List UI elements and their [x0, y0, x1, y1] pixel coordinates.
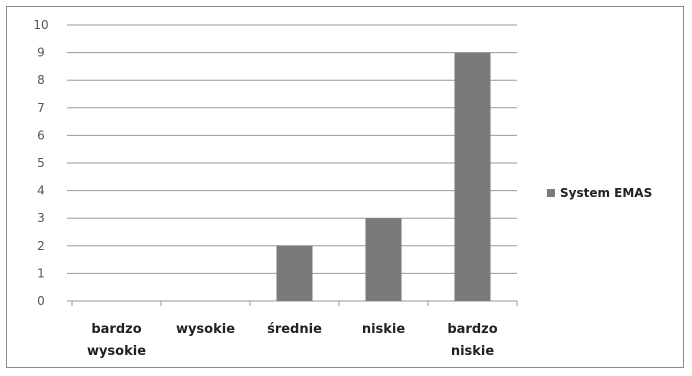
x-category-label-line: bardzo [91, 322, 141, 337]
x-category-label-line: niskie [362, 322, 406, 337]
x-category-label: bardzo niskie [447, 322, 497, 359]
y-tick-label: 5 [37, 156, 45, 170]
y-tick-label: 2 [37, 239, 45, 253]
y-axis-ticks: 0 1 2 3 4 5 6 7 8 9 10 [33, 18, 72, 308]
y-tick-label: 4 [37, 184, 45, 198]
x-category-label-line: wysokie [176, 322, 235, 337]
y-tick-label: 9 [37, 46, 45, 60]
x-category-label-line: średnie [267, 322, 322, 337]
legend-label: System EMAS [560, 186, 652, 200]
y-tick-label: 10 [33, 18, 48, 32]
y-tick-label: 6 [37, 128, 45, 142]
legend: System EMAS [547, 186, 652, 200]
chart-frame [6, 6, 684, 368]
x-category-label-line: wysokie [87, 344, 146, 359]
legend-swatch [547, 189, 555, 197]
x-category-label: niskie [362, 322, 406, 337]
y-tick-label: 8 [37, 73, 45, 87]
y-tick-label: 7 [37, 101, 45, 115]
x-category-label: bardzo wysokie [87, 322, 146, 359]
bar [454, 52, 491, 301]
bar [276, 245, 313, 301]
y-tick-label: 1 [37, 266, 45, 280]
y-tick-label: 3 [37, 211, 45, 225]
x-category-label-line: niskie [451, 344, 495, 359]
x-category-label: wysokie [176, 322, 235, 337]
y-tick-label: 0 [37, 294, 45, 308]
x-axis-labels: bardzo wysokie wysokie średnie niskie bardzo n… [71, 301, 518, 359]
gridlines [72, 24, 517, 274]
x-category-label-line: bardzo [447, 322, 497, 337]
bars [276, 52, 491, 301]
bar [365, 218, 402, 301]
x-category-label: średnie [267, 322, 322, 337]
